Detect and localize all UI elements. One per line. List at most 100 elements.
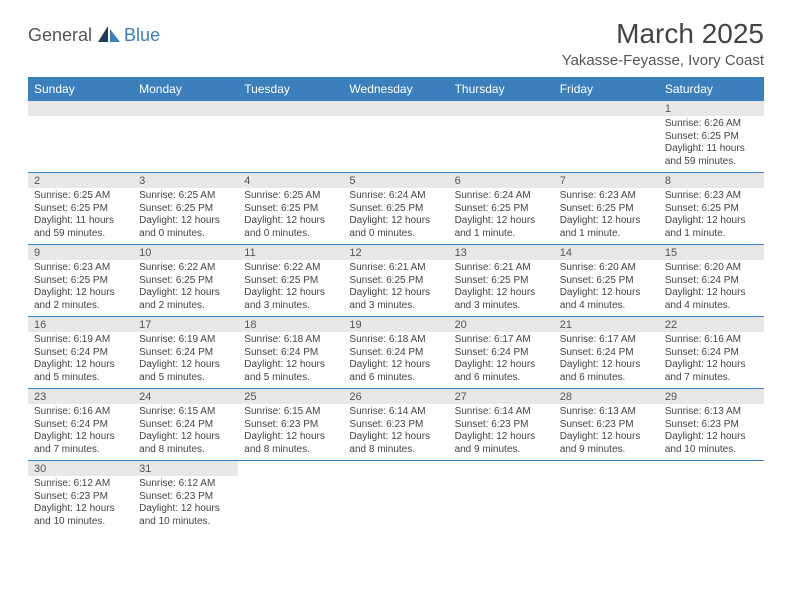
sunrise-text: Sunrise: 6:20 AM <box>560 262 653 275</box>
sunrise-text: Sunrise: 6:18 AM <box>244 334 337 347</box>
weekday-header: Monday <box>133 77 238 101</box>
sunrise-text: Sunrise: 6:14 AM <box>349 406 442 419</box>
sunset-text: Sunset: 6:24 PM <box>244 347 337 360</box>
day-number: 30 <box>28 461 133 476</box>
daylight-text: Daylight: 12 hours and 4 minutes. <box>665 287 758 312</box>
calendar-week-row: 9Sunrise: 6:23 AMSunset: 6:25 PMDaylight… <box>28 245 764 317</box>
day-details: Sunrise: 6:24 AMSunset: 6:25 PMDaylight:… <box>449 188 554 244</box>
brand-text-1: General <box>28 25 92 46</box>
day-number: 19 <box>343 317 448 332</box>
calendar-day-cell: 20Sunrise: 6:17 AMSunset: 6:24 PMDayligh… <box>449 317 554 389</box>
day-number: 27 <box>449 389 554 404</box>
sunrise-text: Sunrise: 6:25 AM <box>139 190 232 203</box>
day-details: Sunrise: 6:13 AMSunset: 6:23 PMDaylight:… <box>659 404 764 460</box>
sunrise-text: Sunrise: 6:23 AM <box>34 262 127 275</box>
sunset-text: Sunset: 6:25 PM <box>349 203 442 216</box>
day-details: Sunrise: 6:25 AMSunset: 6:25 PMDaylight:… <box>28 188 133 244</box>
calendar-day-cell: 30Sunrise: 6:12 AMSunset: 6:23 PMDayligh… <box>28 461 133 533</box>
day-number: 25 <box>238 389 343 404</box>
daylight-text: Daylight: 12 hours and 7 minutes. <box>665 359 758 384</box>
weekday-header: Saturday <box>659 77 764 101</box>
daylight-text: Daylight: 12 hours and 3 minutes. <box>244 287 337 312</box>
calendar-table: Sunday Monday Tuesday Wednesday Thursday… <box>28 77 764 532</box>
day-number: 31 <box>133 461 238 476</box>
weekday-header: Thursday <box>449 77 554 101</box>
calendar-day-cell: 15Sunrise: 6:20 AMSunset: 6:24 PMDayligh… <box>659 245 764 317</box>
day-details: Sunrise: 6:14 AMSunset: 6:23 PMDaylight:… <box>343 404 448 460</box>
day-details: Sunrise: 6:12 AMSunset: 6:23 PMDaylight:… <box>28 476 133 532</box>
sunset-text: Sunset: 6:25 PM <box>244 203 337 216</box>
day-details: Sunrise: 6:22 AMSunset: 6:25 PMDaylight:… <box>238 260 343 316</box>
day-number: 11 <box>238 245 343 260</box>
day-details: Sunrise: 6:22 AMSunset: 6:25 PMDaylight:… <box>133 260 238 316</box>
sunset-text: Sunset: 6:25 PM <box>455 275 548 288</box>
sunrise-text: Sunrise: 6:19 AM <box>139 334 232 347</box>
day-number: 18 <box>238 317 343 332</box>
calendar-day-cell: 10Sunrise: 6:22 AMSunset: 6:25 PMDayligh… <box>133 245 238 317</box>
daylight-text: Daylight: 12 hours and 7 minutes. <box>34 431 127 456</box>
calendar-day-cell <box>238 461 343 533</box>
page-header: General Blue March 2025 Yakasse-Feyasse,… <box>28 18 764 69</box>
daylight-text: Daylight: 12 hours and 10 minutes. <box>139 503 232 528</box>
calendar-day-cell: 2Sunrise: 6:25 AMSunset: 6:25 PMDaylight… <box>28 173 133 245</box>
sunset-text: Sunset: 6:24 PM <box>34 419 127 432</box>
sunset-text: Sunset: 6:23 PM <box>455 419 548 432</box>
daylight-text: Daylight: 11 hours and 59 minutes. <box>665 143 758 168</box>
sunrise-text: Sunrise: 6:16 AM <box>665 334 758 347</box>
calendar-day-cell <box>343 461 448 533</box>
calendar-day-cell: 29Sunrise: 6:13 AMSunset: 6:23 PMDayligh… <box>659 389 764 461</box>
weekday-header: Sunday <box>28 77 133 101</box>
sunrise-text: Sunrise: 6:12 AM <box>34 478 127 491</box>
daylight-text: Daylight: 12 hours and 5 minutes. <box>139 359 232 384</box>
calendar-day-cell: 28Sunrise: 6:13 AMSunset: 6:23 PMDayligh… <box>554 389 659 461</box>
day-number: 2 <box>28 173 133 188</box>
calendar-day-cell: 19Sunrise: 6:18 AMSunset: 6:24 PMDayligh… <box>343 317 448 389</box>
sunrise-text: Sunrise: 6:24 AM <box>349 190 442 203</box>
calendar-week-row: 16Sunrise: 6:19 AMSunset: 6:24 PMDayligh… <box>28 317 764 389</box>
daylight-text: Daylight: 12 hours and 4 minutes. <box>560 287 653 312</box>
sunset-text: Sunset: 6:25 PM <box>34 275 127 288</box>
day-details: Sunrise: 6:20 AMSunset: 6:25 PMDaylight:… <box>554 260 659 316</box>
day-details: Sunrise: 6:20 AMSunset: 6:24 PMDaylight:… <box>659 260 764 316</box>
sunrise-text: Sunrise: 6:14 AM <box>455 406 548 419</box>
weekday-header: Friday <box>554 77 659 101</box>
sunset-text: Sunset: 6:25 PM <box>34 203 127 216</box>
calendar-day-cell: 31Sunrise: 6:12 AMSunset: 6:23 PMDayligh… <box>133 461 238 533</box>
day-details: Sunrise: 6:23 AMSunset: 6:25 PMDaylight:… <box>28 260 133 316</box>
sunset-text: Sunset: 6:24 PM <box>665 347 758 360</box>
calendar-day-cell <box>133 101 238 173</box>
day-number: 13 <box>449 245 554 260</box>
brand-text-2: Blue <box>124 25 160 46</box>
day-number: 16 <box>28 317 133 332</box>
day-number: 17 <box>133 317 238 332</box>
daylight-text: Daylight: 12 hours and 8 minutes. <box>244 431 337 456</box>
day-details: Sunrise: 6:18 AMSunset: 6:24 PMDaylight:… <box>343 332 448 388</box>
sunrise-text: Sunrise: 6:25 AM <box>34 190 127 203</box>
sunset-text: Sunset: 6:23 PM <box>244 419 337 432</box>
sunrise-text: Sunrise: 6:22 AM <box>139 262 232 275</box>
calendar-day-cell <box>554 101 659 173</box>
calendar-day-cell: 8Sunrise: 6:23 AMSunset: 6:25 PMDaylight… <box>659 173 764 245</box>
sunrise-text: Sunrise: 6:21 AM <box>349 262 442 275</box>
daylight-text: Daylight: 12 hours and 6 minutes. <box>560 359 653 384</box>
day-details: Sunrise: 6:13 AMSunset: 6:23 PMDaylight:… <box>554 404 659 460</box>
day-number: 6 <box>449 173 554 188</box>
weekday-header: Wednesday <box>343 77 448 101</box>
day-details: Sunrise: 6:17 AMSunset: 6:24 PMDaylight:… <box>554 332 659 388</box>
sunset-text: Sunset: 6:25 PM <box>349 275 442 288</box>
day-number: 14 <box>554 245 659 260</box>
brand-logo: General Blue <box>28 24 160 46</box>
sunset-text: Sunset: 6:25 PM <box>665 131 758 144</box>
day-number: 3 <box>133 173 238 188</box>
sunset-text: Sunset: 6:24 PM <box>34 347 127 360</box>
calendar-day-cell: 3Sunrise: 6:25 AMSunset: 6:25 PMDaylight… <box>133 173 238 245</box>
sunset-text: Sunset: 6:25 PM <box>665 203 758 216</box>
day-details: Sunrise: 6:25 AMSunset: 6:25 PMDaylight:… <box>133 188 238 244</box>
daylight-text: Daylight: 12 hours and 2 minutes. <box>139 287 232 312</box>
daylight-text: Daylight: 12 hours and 8 minutes. <box>349 431 442 456</box>
calendar-day-cell <box>28 101 133 173</box>
calendar-day-cell: 9Sunrise: 6:23 AMSunset: 6:25 PMDaylight… <box>28 245 133 317</box>
sunset-text: Sunset: 6:24 PM <box>560 347 653 360</box>
calendar-day-cell: 23Sunrise: 6:16 AMSunset: 6:24 PMDayligh… <box>28 389 133 461</box>
day-number: 9 <box>28 245 133 260</box>
